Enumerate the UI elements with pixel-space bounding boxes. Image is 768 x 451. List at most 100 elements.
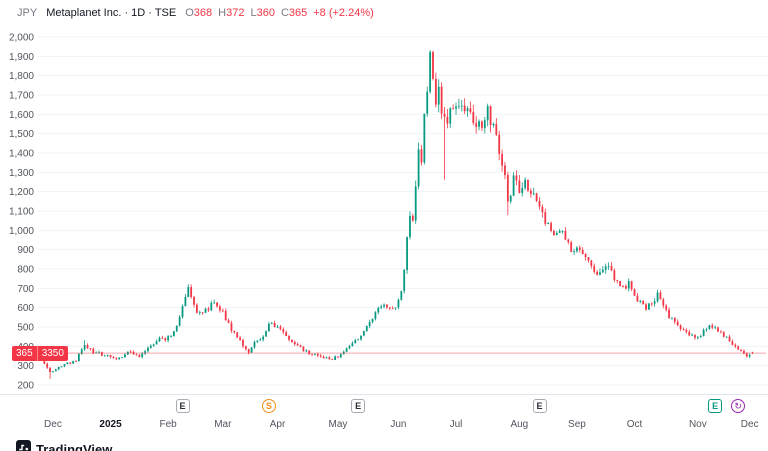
candle-body bbox=[377, 307, 380, 313]
candle-body bbox=[141, 353, 144, 358]
y-axis-label: 1,500 bbox=[9, 129, 34, 140]
candle-body bbox=[60, 366, 63, 368]
candle-body bbox=[69, 362, 72, 364]
candle-body bbox=[98, 352, 100, 353]
open-value: 368 bbox=[193, 7, 213, 19]
earnings-marker[interactable]: E bbox=[351, 399, 366, 413]
y-axis[interactable]: 2003004005006007008009001,0001,1001,2001… bbox=[9, 33, 34, 392]
candle-body bbox=[492, 123, 495, 126]
candle-body bbox=[538, 201, 541, 207]
earnings-marker[interactable]: E bbox=[175, 399, 190, 413]
open-label: O bbox=[185, 7, 194, 19]
candle-body bbox=[397, 299, 400, 308]
y-axis-label: 700 bbox=[17, 284, 34, 295]
candle-body bbox=[207, 308, 210, 311]
candle-body bbox=[691, 334, 694, 336]
candle-body bbox=[481, 121, 483, 128]
candle-body bbox=[354, 340, 357, 344]
candle-body bbox=[584, 254, 587, 258]
y-axis-label: 1,000 bbox=[9, 226, 34, 237]
candle-body bbox=[679, 325, 682, 330]
y-axis-label: 600 bbox=[17, 303, 34, 314]
candle-body bbox=[449, 108, 452, 124]
candle-body bbox=[75, 361, 77, 362]
candle-body bbox=[578, 247, 581, 250]
candle-body bbox=[463, 105, 466, 112]
candle-body bbox=[751, 352, 754, 354]
high-label: H bbox=[218, 7, 227, 19]
x-axis-label: Apr bbox=[270, 419, 286, 430]
low-label: L bbox=[250, 7, 257, 19]
candle-body bbox=[342, 351, 345, 355]
candle-body bbox=[132, 351, 135, 355]
y-axis-label: 1,300 bbox=[9, 168, 34, 179]
candle-body bbox=[452, 108, 455, 110]
candle-body bbox=[694, 334, 696, 338]
candle-body bbox=[599, 272, 601, 275]
candle-body bbox=[265, 331, 267, 337]
candle-body bbox=[259, 339, 262, 341]
x-axis-label: Dec bbox=[44, 419, 62, 430]
candle-body bbox=[380, 306, 383, 308]
candle-body bbox=[475, 123, 478, 127]
candle-body bbox=[135, 354, 138, 356]
candle-body bbox=[699, 336, 702, 338]
x-axis-label: Jun bbox=[390, 419, 406, 430]
x-axis-label: Aug bbox=[510, 419, 528, 430]
candle-body bbox=[521, 188, 524, 193]
candle-body bbox=[43, 358, 46, 364]
candle-body bbox=[328, 357, 331, 360]
candle-body bbox=[158, 337, 161, 342]
candle-body bbox=[334, 356, 337, 360]
close-label: C bbox=[280, 7, 289, 19]
candle-body bbox=[731, 341, 734, 345]
candle-body bbox=[472, 112, 475, 124]
y-axis-label: 1,100 bbox=[9, 207, 34, 218]
candle-body bbox=[112, 356, 115, 359]
ohlc-high: H372 bbox=[218, 7, 244, 19]
bar-countdown: 3350 bbox=[36, 345, 68, 361]
candle-body bbox=[455, 106, 457, 109]
candle-body bbox=[558, 230, 561, 233]
candle-body bbox=[581, 249, 584, 255]
candle-body bbox=[607, 265, 610, 267]
candle-body bbox=[247, 349, 250, 353]
symbol-title[interactable]: Metaplanet Inc. · 1D · TSE bbox=[46, 7, 177, 19]
candle-body bbox=[89, 348, 92, 349]
candle-body bbox=[506, 175, 509, 202]
candle-body bbox=[276, 326, 279, 328]
candle-body bbox=[659, 292, 662, 300]
candle-body bbox=[262, 336, 265, 340]
candle-body bbox=[714, 327, 717, 329]
candle-body bbox=[106, 355, 109, 356]
x-axis[interactable]: Dec 2025 Feb Mar Apr May Jun Jul Aug Sep Oct Nov Dec bbox=[44, 419, 759, 430]
candle-body bbox=[267, 323, 270, 332]
y-axis-label: 1,600 bbox=[9, 110, 34, 121]
y-axis-label: 1,200 bbox=[9, 187, 34, 198]
candle-body bbox=[204, 308, 207, 313]
earnings-marker[interactable]: E bbox=[532, 399, 547, 413]
event-marker[interactable]: ↻ bbox=[731, 399, 746, 413]
candle-body bbox=[279, 326, 282, 330]
candle-body bbox=[650, 303, 653, 305]
candle-body bbox=[242, 339, 244, 347]
candle-body bbox=[345, 348, 348, 352]
candle-body bbox=[501, 153, 503, 166]
candle-body bbox=[734, 344, 737, 347]
candle-body bbox=[406, 237, 408, 270]
split-marker[interactable]: S bbox=[261, 399, 276, 413]
candle-body bbox=[627, 281, 630, 289]
candle-body bbox=[423, 113, 426, 163]
candle-body bbox=[564, 230, 567, 240]
y-axis-label: 1,800 bbox=[9, 71, 34, 82]
candle-body bbox=[296, 344, 299, 346]
candle-body bbox=[509, 195, 512, 202]
candle-body bbox=[86, 345, 89, 349]
y-axis-label: 200 bbox=[17, 381, 34, 392]
earnings-upcoming-marker[interactable]: E bbox=[708, 399, 723, 413]
candle-body bbox=[498, 134, 501, 154]
candle-body bbox=[273, 322, 276, 327]
tradingview-logo[interactable]: TradingView bbox=[16, 440, 112, 451]
candle-body bbox=[671, 317, 673, 319]
